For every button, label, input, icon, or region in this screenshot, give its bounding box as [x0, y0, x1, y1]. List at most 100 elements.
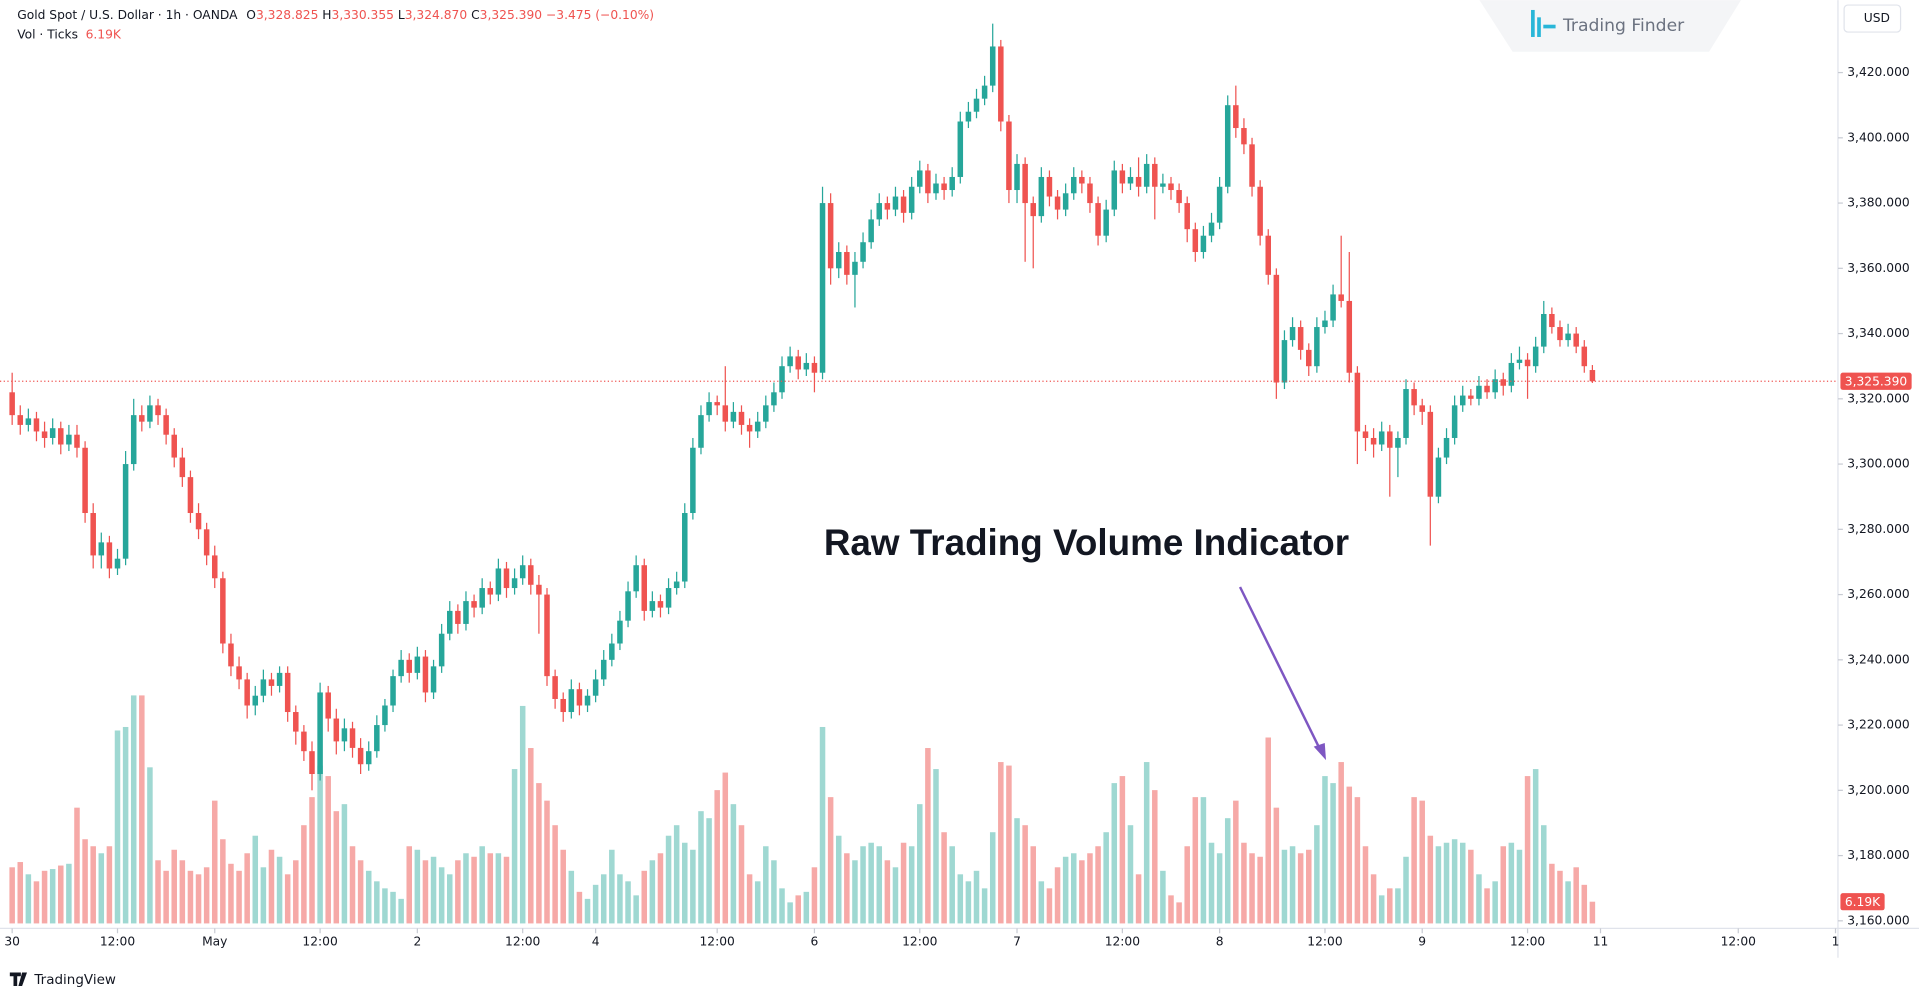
volume-bar — [1160, 870, 1166, 924]
candle-body — [301, 731, 307, 752]
volume-bar — [260, 867, 267, 924]
candle-body — [892, 196, 899, 210]
candle-body — [1127, 176, 1134, 184]
candle-body — [1022, 163, 1028, 204]
candle-body — [1443, 437, 1450, 458]
volume-bar — [989, 832, 996, 924]
volume-bar — [349, 846, 356, 924]
candle-body — [957, 121, 964, 177]
candle-body — [698, 415, 704, 448]
volume-bar — [592, 884, 599, 924]
volume-bar — [1143, 762, 1150, 924]
volume-bar — [600, 874, 607, 924]
volume-bar — [560, 849, 566, 924]
candle-body — [706, 402, 712, 416]
volume-bar — [463, 853, 469, 924]
candle-body — [981, 85, 988, 99]
candle-body — [1006, 121, 1012, 191]
candle-body — [90, 513, 96, 556]
candle-body — [139, 415, 145, 422]
volume-bar — [455, 860, 461, 924]
brand-banner — [1479, 0, 1741, 52]
volume-bar — [33, 881, 40, 924]
volume-bar — [1492, 881, 1498, 924]
volume-bar — [41, 870, 48, 924]
volume-bar — [754, 881, 761, 924]
volume-bar — [1557, 870, 1563, 924]
volume-bar — [382, 888, 388, 924]
candle-body — [617, 620, 623, 644]
candle-body — [236, 666, 242, 680]
candle-body — [771, 392, 777, 406]
volume-bar — [398, 898, 404, 924]
volume-bar — [1095, 846, 1101, 924]
volume-bar — [130, 695, 137, 924]
candle-body — [730, 411, 737, 422]
candle-body — [25, 418, 32, 425]
candle-body — [1030, 203, 1036, 217]
volume-bar — [917, 804, 923, 924]
volume-bar — [1581, 884, 1588, 924]
volume-bar — [981, 888, 988, 924]
candle-body — [1435, 457, 1442, 497]
volume-bar — [933, 769, 939, 924]
candle-body — [414, 656, 421, 673]
candle-body — [284, 672, 291, 713]
volume-bar — [1257, 856, 1263, 924]
candle-body — [82, 447, 88, 514]
volume-bar — [1387, 888, 1393, 924]
volume-value: 6.19K — [86, 27, 122, 41]
candle-body — [1273, 274, 1280, 383]
volume-bar — [1273, 807, 1280, 924]
x-tick-label: 2 — [413, 934, 421, 948]
volume-bar — [633, 895, 639, 924]
candle-body — [908, 186, 915, 213]
candle-body — [495, 568, 502, 595]
candle-body — [1395, 437, 1401, 448]
low-label: L — [398, 7, 405, 21]
volume-bar — [1038, 881, 1045, 924]
currency-button[interactable] — [1843, 4, 1902, 33]
volume-bar — [374, 881, 380, 924]
candle-body — [633, 565, 639, 592]
volume-bar — [1014, 818, 1020, 924]
candle-body — [147, 405, 153, 422]
volume-bar — [819, 726, 826, 924]
volume-bar — [811, 867, 818, 924]
candle-body — [860, 242, 866, 262]
y-tick-label: 3,240.000 — [1847, 652, 1909, 666]
candle-body — [422, 656, 429, 693]
volume-bar — [519, 705, 526, 924]
volume-bar — [722, 772, 729, 924]
volume-bar — [682, 842, 688, 924]
volume-bar — [1306, 849, 1312, 924]
candle-body — [1346, 300, 1353, 373]
candle-body — [1330, 294, 1336, 321]
volume-bar — [714, 790, 720, 924]
volume-bar — [1427, 835, 1434, 924]
volume-bar — [892, 867, 899, 924]
volume-bar — [1030, 846, 1036, 924]
candle-body — [1362, 431, 1369, 438]
candle-body — [220, 578, 226, 644]
volume-bar — [1289, 846, 1296, 924]
volume-bars — [9, 695, 1596, 924]
candle-body — [1176, 190, 1182, 204]
candle-body — [503, 568, 510, 589]
x-tick-label: May — [202, 934, 227, 948]
volume-bar — [665, 835, 672, 924]
candle-body — [552, 676, 558, 699]
candle-body — [754, 421, 761, 432]
candle-body — [479, 588, 485, 608]
volume-bar — [1362, 846, 1369, 924]
candle-body — [1541, 313, 1547, 347]
volume-bar — [1054, 867, 1061, 924]
candle-body — [900, 196, 907, 213]
candle-body — [1549, 313, 1555, 328]
volume-bar — [487, 853, 494, 924]
volume-bar — [1006, 765, 1012, 924]
x-tick-label: 4 — [592, 934, 600, 948]
candle-body — [357, 747, 364, 765]
volume-bar — [414, 849, 421, 924]
volume-bar — [1070, 853, 1077, 924]
